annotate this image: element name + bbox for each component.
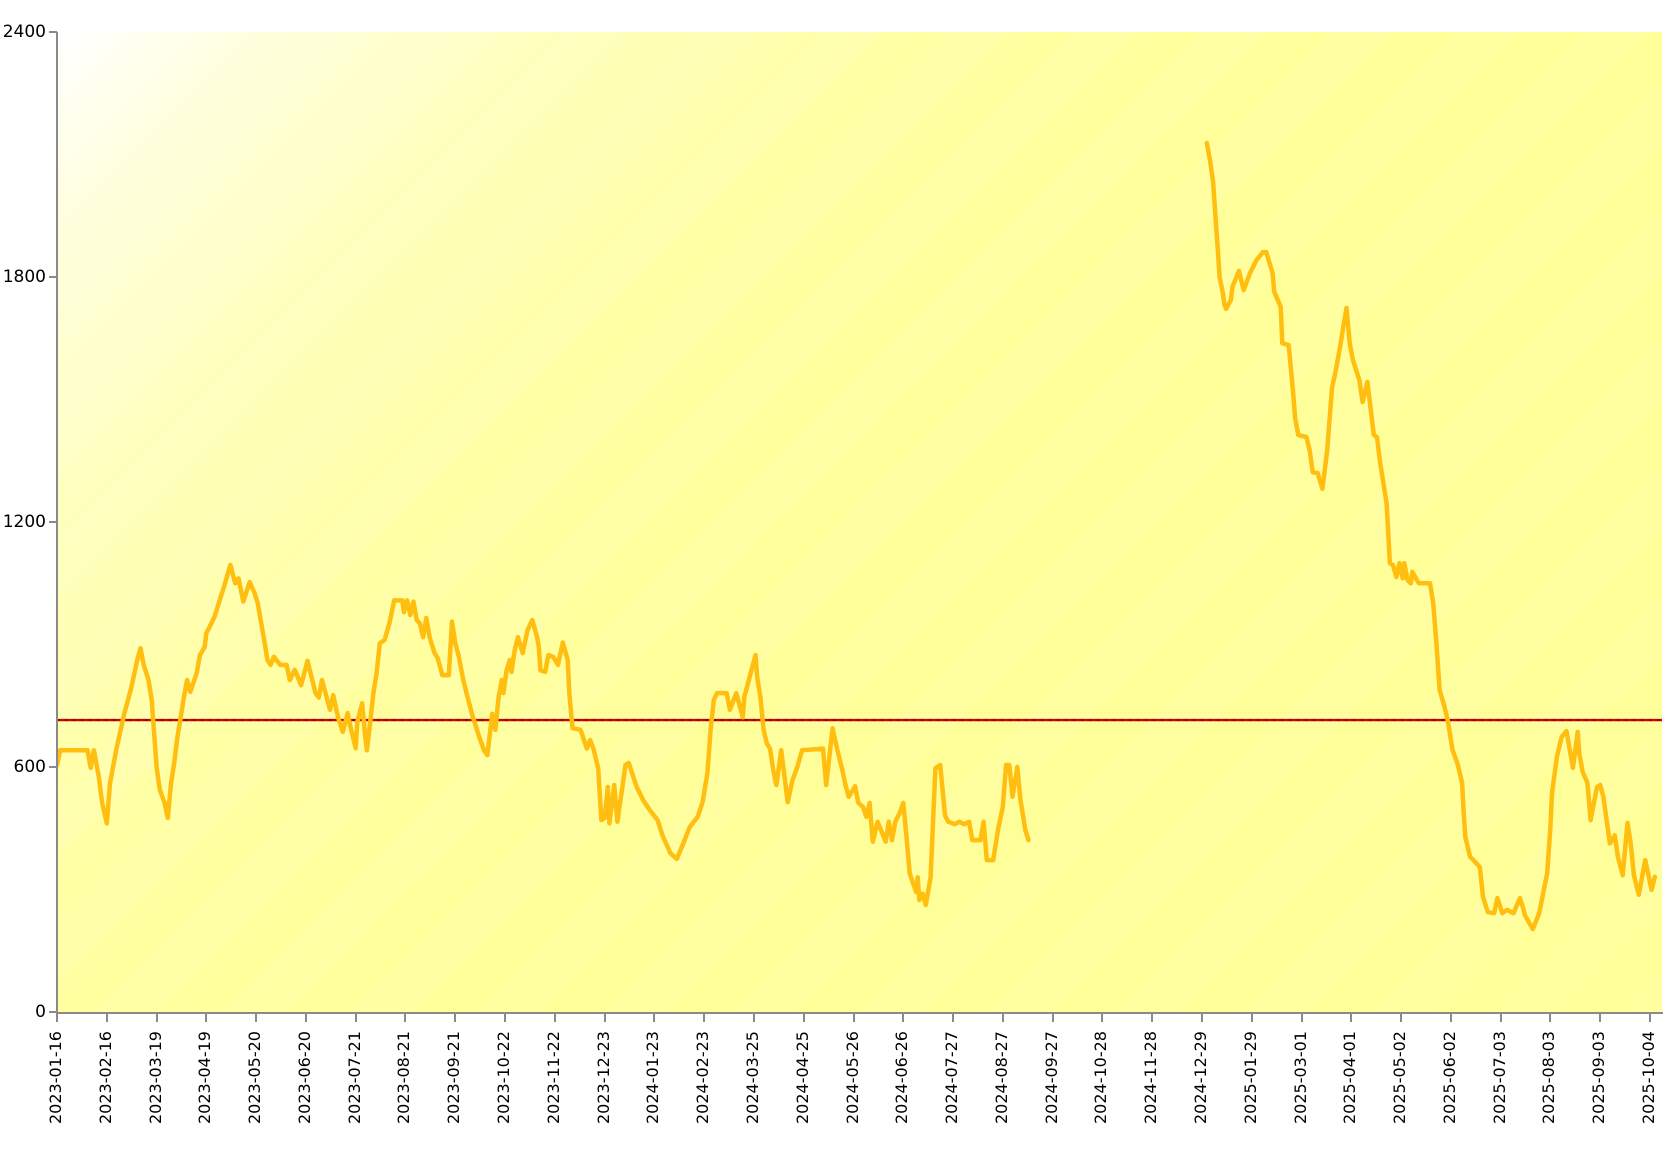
series-segment-1: [57, 562, 1031, 908]
x-axis-tick: [1051, 1014, 1054, 1022]
plot-area: [57, 32, 1662, 1012]
x-axis-tick: [1001, 1014, 1004, 1022]
x-axis-tick: [504, 1014, 507, 1022]
x-axis-tick-label: 2023-05-20: [245, 1031, 265, 1124]
x-axis-tick-label: 2024-08-27: [991, 1031, 1011, 1124]
x-axis-tick: [1200, 1014, 1203, 1022]
x-axis-tick-label: 2024-12-29: [1190, 1031, 1210, 1124]
x-axis-tick: [703, 1014, 706, 1022]
x-axis-tick: [1599, 1014, 1602, 1022]
series-segment-2: [1204, 140, 1658, 932]
x-axis-tick: [1400, 1014, 1403, 1022]
y-axis-tick: [49, 1011, 57, 1013]
x-axis-tick: [404, 1014, 407, 1022]
x-axis-tick-label: 2024-02-23: [693, 1031, 713, 1124]
x-axis-line: [57, 1012, 1663, 1014]
x-axis-tick-label: 2025-04-01: [1340, 1031, 1360, 1124]
x-axis-tick: [852, 1014, 855, 1022]
y-axis-line: [56, 32, 58, 1014]
x-axis-tick-label: 2025-03-01: [1290, 1031, 1310, 1124]
y-axis-tick: [49, 766, 57, 768]
x-axis-tick: [603, 1014, 606, 1022]
x-axis-tick: [802, 1014, 805, 1022]
x-axis-tick: [255, 1014, 258, 1022]
y-axis-tick: [49, 31, 57, 33]
x-axis-tick-label: 2023-10-22: [494, 1031, 514, 1124]
x-axis-tick: [553, 1014, 556, 1022]
x-axis-tick: [1549, 1014, 1552, 1022]
x-axis-tick-label: 2024-11-28: [1141, 1031, 1161, 1124]
x-axis-tick: [1151, 1014, 1154, 1022]
x-axis-tick: [155, 1014, 158, 1022]
x-axis-tick-label: 2023-03-19: [145, 1031, 165, 1124]
x-axis-tick: [454, 1014, 457, 1022]
x-axis-tick-label: 2024-09-27: [1041, 1031, 1061, 1124]
x-axis-tick-label: 2025-06-02: [1439, 1031, 1459, 1124]
x-axis-tick-label: 2023-02-16: [95, 1031, 115, 1124]
x-axis-tick-label: 2023-07-21: [344, 1031, 364, 1124]
x-axis-tick-label: 2025-10-04: [1639, 1031, 1658, 1124]
x-axis-tick: [1250, 1014, 1253, 1022]
y-axis-tick-label: 600: [13, 757, 46, 777]
x-axis-tick-label: 2023-01-16: [46, 1031, 65, 1124]
y-axis-tick-label: 1200: [2, 512, 46, 532]
x-axis-tick: [105, 1014, 108, 1022]
x-axis-tick: [1300, 1014, 1303, 1022]
x-axis-tick-label: 2024-04-25: [792, 1031, 812, 1124]
x-axis-tick: [1449, 1014, 1452, 1022]
x-axis-tick: [1649, 1014, 1651, 1022]
x-axis-tick-label: 2025-07-03: [1489, 1031, 1509, 1124]
x-axis-tick: [1350, 1014, 1353, 1022]
x-axis-tick-label: 2023-11-22: [543, 1031, 563, 1124]
x-axis-tick: [752, 1014, 755, 1022]
x-axis-tick: [653, 1014, 656, 1022]
y-axis-tick-label: 1800: [2, 267, 46, 287]
x-axis-tick-label: 2023-09-21: [444, 1031, 464, 1124]
x-axis-tick-label: 2024-10-28: [1091, 1031, 1111, 1124]
x-axis-tick: [354, 1014, 357, 1022]
x-axis-tick: [56, 1014, 58, 1022]
x-axis-tick: [952, 1014, 955, 1022]
x-axis-tick-label: 2023-04-19: [195, 1031, 215, 1124]
x-axis-tick-label: 2024-06-26: [892, 1031, 912, 1124]
x-axis-tick-label: 2025-09-03: [1589, 1031, 1609, 1124]
x-axis-tick-label: 2024-03-25: [742, 1031, 762, 1124]
x-axis-tick: [1101, 1014, 1104, 1022]
x-axis-tick-label: 2025-08-03: [1539, 1031, 1559, 1124]
x-axis-tick-label: 2024-05-26: [842, 1031, 862, 1124]
x-axis-tick-label: 2024-01-23: [643, 1031, 663, 1124]
x-axis-tick: [205, 1014, 208, 1022]
x-axis-tick-label: 2023-12-23: [593, 1031, 613, 1124]
x-axis-tick-label: 2023-08-21: [394, 1031, 414, 1124]
x-axis-tick-label: 2024-07-27: [942, 1031, 962, 1124]
y-axis-tick: [49, 276, 57, 278]
y-axis-tick-label: 0: [35, 1002, 46, 1022]
x-axis-tick-label: 2023-06-20: [294, 1031, 314, 1124]
x-axis-tick: [304, 1014, 307, 1022]
x-axis-tick: [1499, 1014, 1502, 1022]
y-axis-tick-label: 2400: [2, 22, 46, 42]
x-axis-tick: [902, 1014, 905, 1022]
y-axis-tick: [49, 521, 57, 523]
x-axis-tick-label: 2025-01-29: [1240, 1031, 1260, 1124]
series-plot: [57, 140, 1662, 932]
x-axis-tick-label: 2025-05-02: [1390, 1031, 1410, 1124]
